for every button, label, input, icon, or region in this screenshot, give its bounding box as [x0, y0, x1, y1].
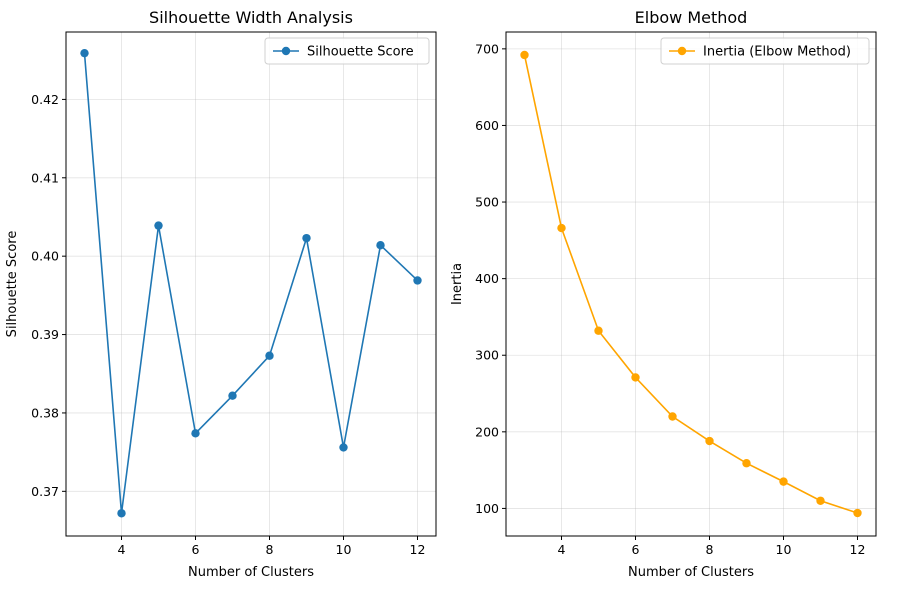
y-axis-label: Inertia — [450, 263, 465, 305]
legend: Inertia (Elbow Method) — [660, 37, 870, 65]
elbow-chart: 4 6 8 10 12 100 200 300 400 500 600 700 Elbow Method… — [450, 8, 877, 580]
legend: Silhouette Score — [264, 37, 430, 65]
chart-title: Silhouette Width Analysis — [149, 8, 353, 27]
data-point — [302, 233, 311, 243]
x-tick-label: 6 — [192, 542, 200, 557]
y-tick-label: 200 — [475, 424, 499, 439]
x-axis-label: Number of Clusters — [628, 565, 754, 580]
y-tick-label: 500 — [475, 195, 499, 210]
legend-box — [264, 37, 430, 65]
data-point — [631, 373, 640, 382]
data-point — [668, 412, 677, 421]
legend-label: Inertia (Elbow Method) — [703, 45, 851, 60]
x-tick-label: 4 — [118, 542, 126, 557]
data-point — [520, 50, 529, 60]
y-tick-label: 300 — [475, 348, 499, 363]
data-point — [80, 48, 89, 58]
data-point — [265, 351, 274, 360]
data-point — [154, 221, 163, 230]
data-point — [705, 436, 714, 446]
data-point — [816, 496, 825, 505]
legend-marker — [281, 46, 291, 56]
y-tick-label: 0.41 — [31, 170, 59, 185]
x-tick-label: 8 — [266, 542, 274, 557]
axes-frame — [65, 31, 437, 537]
x-tick-label: 8 — [706, 542, 714, 557]
x-tick-label: 12 — [850, 542, 866, 557]
y-tick-label: 0.39 — [31, 327, 59, 342]
data-point — [339, 443, 348, 452]
y-tick-label: 0.38 — [31, 405, 59, 420]
chart-title: Elbow Method — [635, 8, 748, 27]
data-point — [191, 429, 200, 438]
data-point — [557, 223, 566, 233]
legend-label: Silhouette Score — [307, 45, 414, 60]
x-tick-label: 4 — [558, 542, 566, 557]
y-tick-label: 0.42 — [31, 92, 59, 107]
y-axis-label: Silhouette Score — [5, 231, 20, 338]
data-point — [779, 477, 788, 486]
y-tick-label: 0.40 — [31, 249, 59, 264]
axes-frame — [505, 31, 877, 537]
y-tick-label: 400 — [475, 271, 499, 286]
y-tick-label: 100 — [475, 501, 499, 516]
y-tick-label: 600 — [475, 118, 499, 133]
series-line — [83, 53, 419, 514]
x-tick-label: 10 — [776, 542, 792, 557]
x-axis-label: Number of Clusters — [188, 565, 314, 580]
y-tick-label: 0.37 — [31, 484, 59, 499]
series-line — [523, 54, 858, 514]
silhouette-chart: 4 6 8 10 12 0.37 0.38 0.39 0.40 0.41 0.42 Silhouett… — [5, 8, 437, 580]
data-point — [228, 391, 237, 400]
legend-box — [660, 37, 870, 65]
data-point — [742, 459, 751, 468]
x-tick-label: 10 — [336, 542, 352, 557]
data-point — [376, 241, 385, 250]
x-tick-label: 6 — [632, 542, 640, 557]
x-tick-label: 12 — [410, 542, 426, 557]
data-point — [853, 508, 862, 518]
y-tick-label: 700 — [475, 41, 499, 56]
data-point — [413, 276, 422, 285]
data-point — [117, 509, 126, 518]
legend-marker — [677, 46, 687, 56]
data-point — [594, 326, 603, 335]
